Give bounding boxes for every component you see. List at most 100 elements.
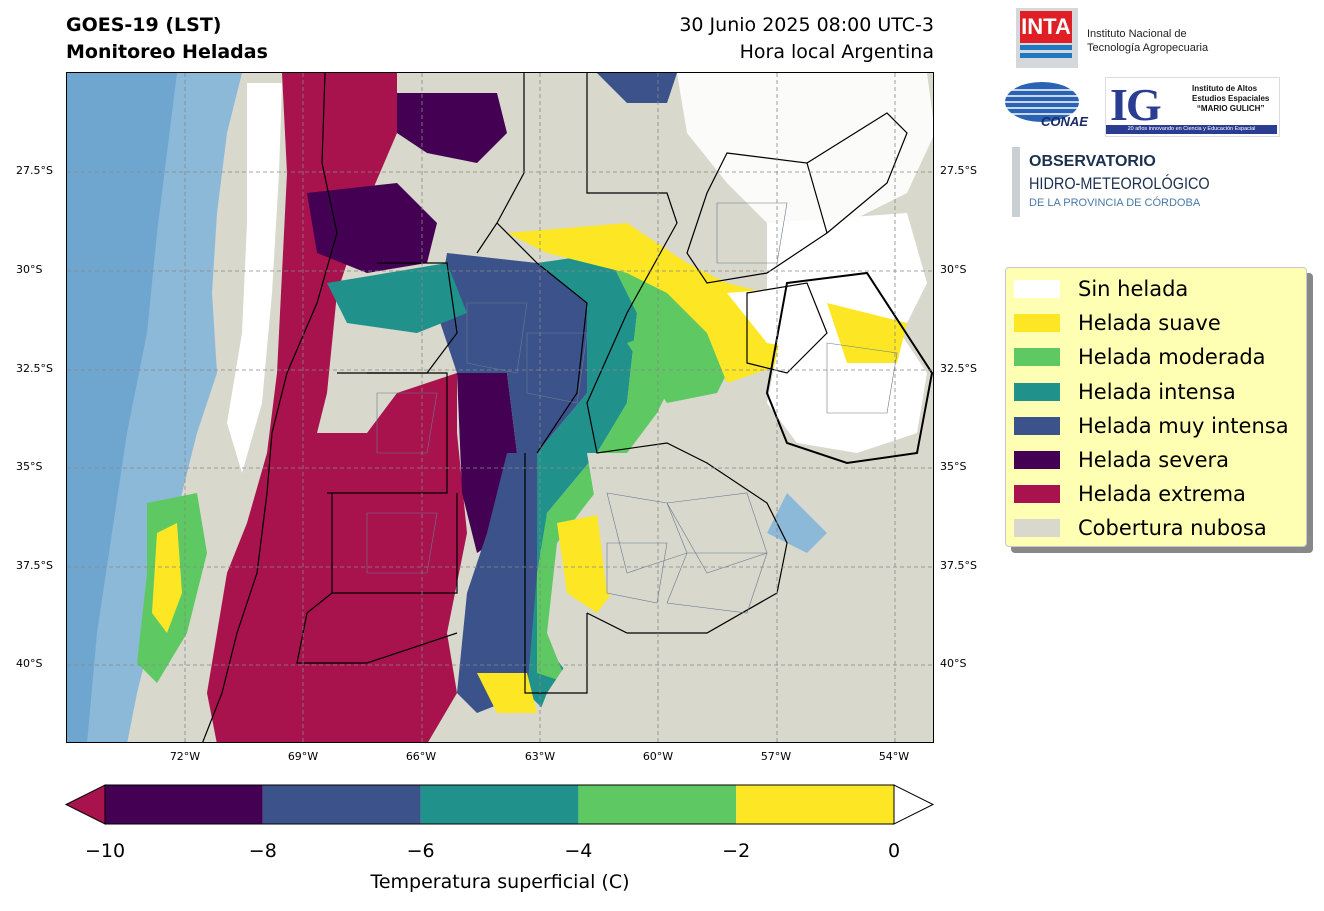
ig-logo-text: Instituto de Altos Estudios Espaciales “…	[1192, 84, 1269, 114]
observatorio-subtitle: HIDRO-METEOROLÓGICO	[1029, 174, 1210, 193]
inta-logo-mark: INTA	[1020, 11, 1072, 43]
latitude-label-right: 40°S	[940, 657, 967, 670]
legend-swatch	[1014, 314, 1060, 333]
latitude-label-left: 32.5°S	[16, 362, 53, 375]
no-frost-northeast	[677, 73, 933, 223]
longitude-label: 69°W	[287, 750, 319, 763]
colorbar-tick-label: −10	[84, 840, 126, 862]
severe-frost-north	[307, 183, 437, 273]
very-intense-frost-south	[457, 453, 537, 713]
colorbar-bin	[420, 785, 579, 824]
legend-swatch	[1014, 451, 1060, 469]
inta-name-line-2: Tecnología Agropecuaria	[1087, 42, 1209, 54]
colorbar-under-extension	[64, 784, 106, 825]
colorbar	[64, 784, 935, 825]
title-line-1: GOES-19 (LST)	[66, 14, 222, 36]
legend-item: Cobertura nubosa	[1014, 516, 1267, 541]
legend-item: Helada extrema	[1014, 482, 1246, 507]
date-line-1: 30 Junio 2025 08:00 UTC-3	[679, 14, 934, 36]
colorbar-tick-label: −6	[406, 840, 435, 862]
latitude-label-right: 35°S	[940, 460, 967, 473]
title-line-2: Monitoreo Heladas	[66, 41, 268, 63]
ig-line-3: “MARIO GULICH”	[1196, 104, 1265, 113]
date-line-2: Hora local Argentina	[739, 41, 934, 63]
pacific-ocean-deep	[67, 73, 177, 742]
legend-item: Helada muy intensa	[1014, 413, 1289, 438]
legend-item: Sin helada	[1014, 277, 1189, 301]
latitude-label-left: 35°S	[16, 460, 43, 473]
legend-swatch	[1014, 416, 1060, 435]
ig-logo-bar: 20 años innovando en Ciencia y Educación…	[1106, 125, 1277, 134]
conae-logo	[1005, 82, 1079, 122]
longitude-label: 57°W	[760, 750, 792, 763]
legend-item: Helada intensa	[1014, 380, 1236, 404]
colorbar-label: Temperatura superficial (C)	[370, 871, 630, 893]
conae-logo-text: CONAE	[1041, 114, 1088, 129]
atlantic-cloud-cover	[527, 633, 933, 742]
longitude-label: 54°W	[878, 750, 910, 763]
intense-frost-north	[327, 263, 467, 333]
colorbar-tick-label: −4	[564, 840, 593, 862]
inta-logo-stripe	[1020, 53, 1072, 58]
severe-frost-northeast	[397, 93, 507, 163]
legend-label: Cobertura nubosa	[1078, 516, 1267, 541]
andes-no-frost	[227, 83, 282, 473]
legend-item: Helada suave	[1014, 311, 1221, 336]
colorbar-frame	[104, 784, 895, 825]
mild-frost-north	[507, 223, 807, 383]
legend-swatch	[1014, 280, 1060, 298]
legend-item: Helada moderada	[1014, 345, 1266, 370]
observatorio-logo-bar	[1012, 147, 1020, 217]
department-borders	[366, 202, 898, 614]
extreme-frost-south	[247, 433, 467, 733]
mild-frost-andes	[152, 523, 182, 633]
latitude-label-right: 27.5°S	[940, 164, 977, 177]
colorbar-tick-label: −2	[722, 840, 751, 862]
legend-label: Helada muy intensa	[1078, 413, 1289, 438]
inta-name: Instituto Nacional de Tecnología Agropec…	[1087, 27, 1208, 55]
frost-map-canvas	[67, 73, 933, 742]
legend-swatch	[1014, 519, 1060, 538]
mild-frost-uruguay	[827, 303, 907, 363]
observatorio-province: DE LA PROVINCIA DE CÓRDOBA	[1029, 197, 1201, 209]
ig-line-2: Estudios Espaciales	[1192, 94, 1270, 103]
legend-swatch	[1014, 382, 1060, 401]
longitude-label: 63°W	[524, 750, 556, 763]
longitude-label: 66°W	[405, 750, 437, 763]
colorbar-bin	[736, 785, 894, 824]
rio-de-la-plata	[767, 493, 827, 553]
ig-logo-mark: IG	[1110, 79, 1162, 130]
map-timestamp: 30 Junio 2025 08:00 UTC-3 Hora local Arg…	[560, 12, 934, 66]
frost-map	[66, 72, 934, 743]
legend-label: Helada suave	[1078, 311, 1221, 336]
latitude-label-right: 30°S	[940, 263, 967, 276]
uruguay-border	[765, 271, 933, 465]
longitude-label: 72°W	[169, 750, 201, 763]
latitude-label-right: 32.5°S	[940, 362, 977, 375]
legend: Sin helada Helada suave Helada moderada Hel…	[1005, 267, 1307, 547]
intense-frost	[527, 253, 637, 713]
legend-swatch	[1014, 485, 1060, 504]
colorbar-bin	[578, 785, 737, 824]
legend-label: Helada extrema	[1078, 482, 1246, 507]
latitude-label-left: 27.5°S	[16, 164, 53, 177]
legend-item: Helada severa	[1014, 448, 1229, 472]
map-title: GOES-19 (LST) Monitoreo Heladas	[66, 12, 268, 66]
graticule	[67, 73, 933, 742]
latitude-label-left: 30°S	[16, 263, 43, 276]
longitude-label: 60°W	[642, 750, 674, 763]
observatorio-title: OBSERVATORIO	[1029, 153, 1156, 170]
colorbar-bin	[105, 785, 263, 824]
legend-label: Sin helada	[1078, 277, 1189, 301]
legend-swatch	[1014, 348, 1060, 367]
colorbar-over-extension	[893, 784, 935, 825]
inta-logo-stripe	[1020, 45, 1072, 50]
very-intense-frost-top	[597, 73, 677, 103]
colorbar-tick-label: 0	[887, 840, 901, 862]
legend-label: Helada moderada	[1078, 345, 1266, 370]
colorbar-bin	[262, 785, 421, 824]
province-borders	[202, 73, 908, 742]
latitude-label-left: 40°S	[16, 657, 43, 670]
inta-name-line-1: Instituto Nacional de	[1087, 28, 1187, 40]
colorbar-tick-label: −8	[248, 840, 277, 862]
